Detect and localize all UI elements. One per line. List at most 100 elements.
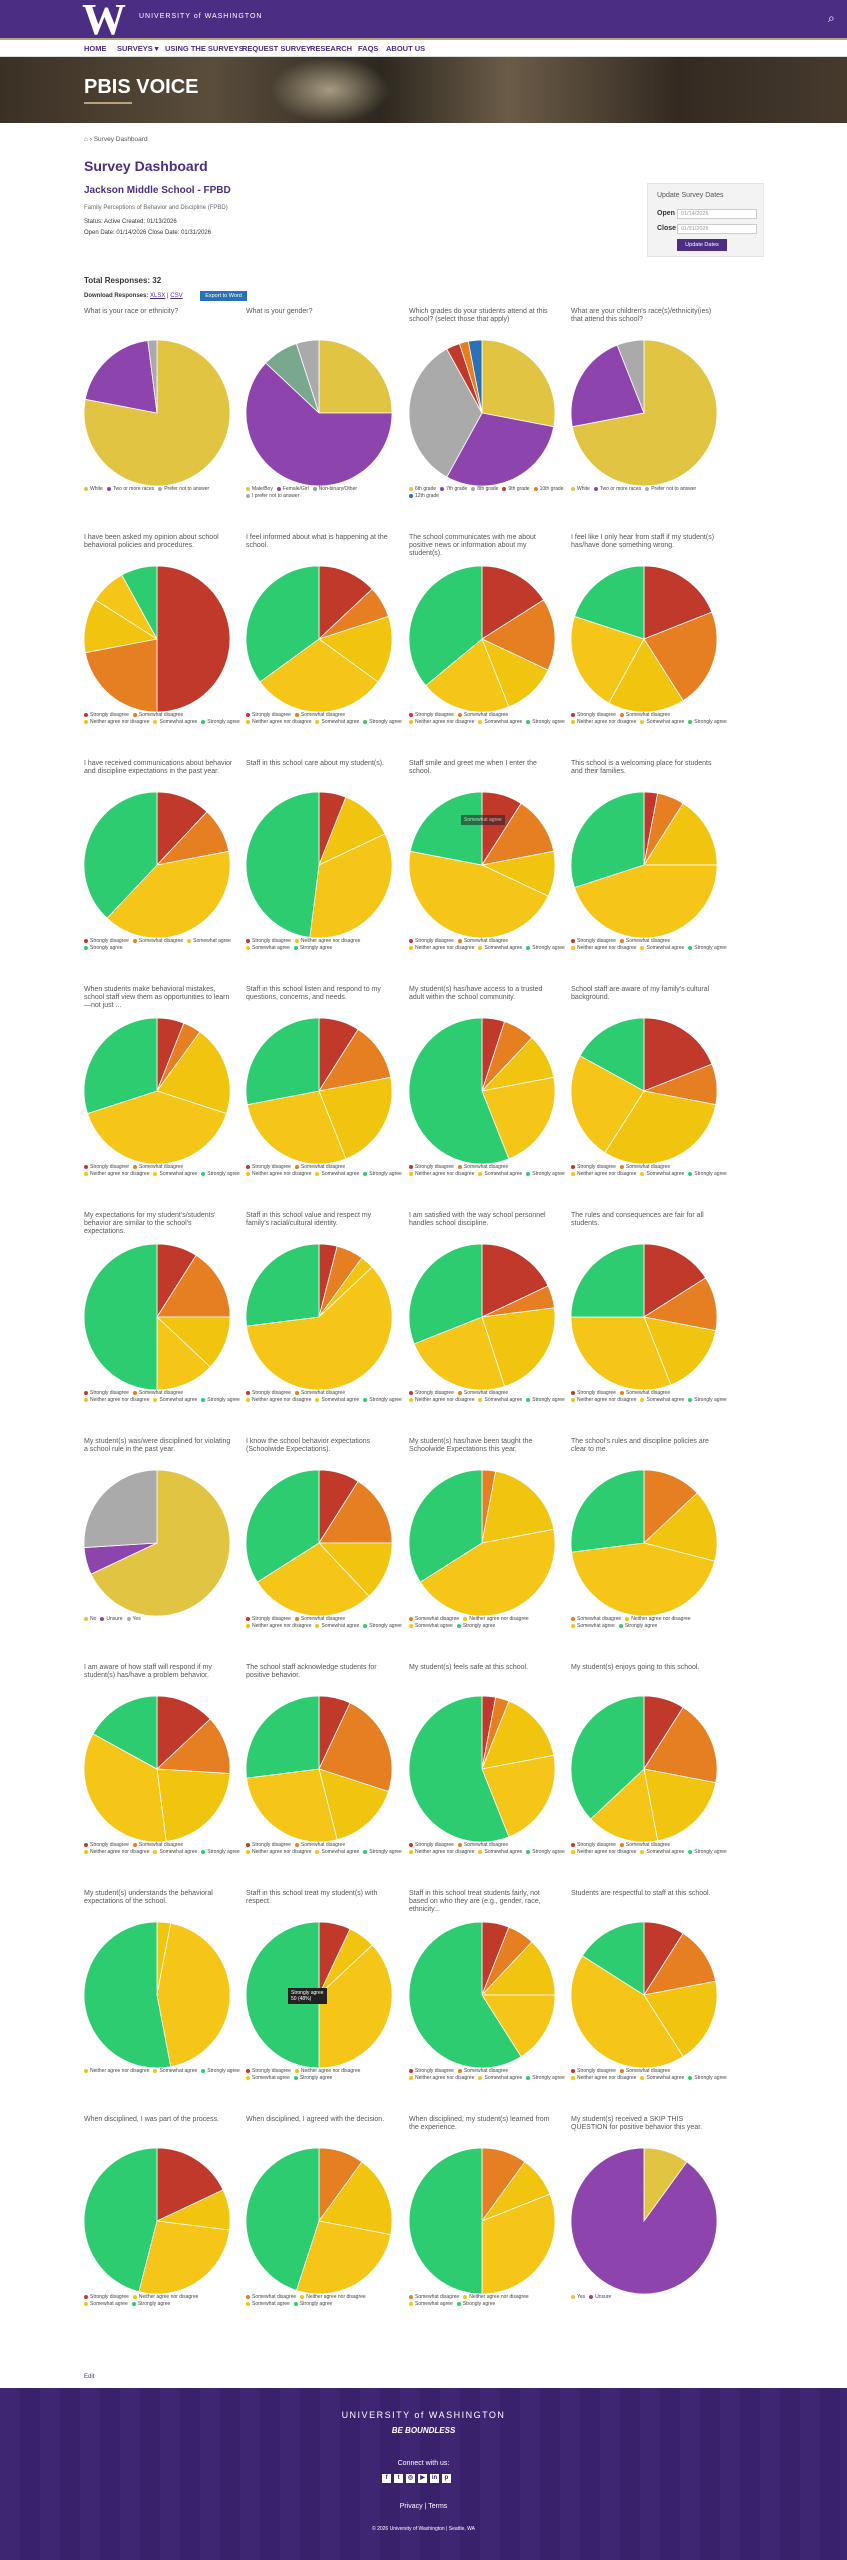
pie-slice[interactable] — [318, 339, 393, 414]
legend-item[interactable]: Somewhat disagree — [571, 1616, 621, 1623]
pie-slice[interactable] — [408, 1921, 522, 2069]
pie-slice[interactable] — [318, 1702, 393, 1793]
pie-slice[interactable] — [481, 565, 545, 640]
pie-slice[interactable] — [245, 1469, 320, 1583]
pie-slice[interactable] — [156, 1031, 231, 1115]
pie-slice[interactable] — [156, 1254, 231, 1318]
legend-item[interactable]: Strongly agree — [526, 1171, 565, 1178]
legend-item[interactable]: Strongly agree — [688, 2075, 727, 2082]
legend-item[interactable]: Neither agree nor disagree — [625, 1616, 691, 1623]
pie-slice[interactable] — [245, 1921, 320, 2069]
legend-item[interactable]: Somewhat disagree — [132, 938, 183, 945]
pie-slice[interactable] — [467, 339, 483, 414]
legend-item[interactable]: Somewhat agree — [640, 1171, 684, 1178]
pie-slice[interactable] — [83, 339, 231, 487]
uw-logo[interactable]: W — [82, 0, 126, 44]
legend-item[interactable]: Neither agree nor disagree — [463, 1616, 529, 1623]
legend-item[interactable]: Somewhat agree — [246, 2301, 290, 2308]
legend-item[interactable]: Somewhat agree — [153, 1171, 197, 1178]
pie-slice[interactable] — [408, 850, 549, 939]
legend-item[interactable]: Strongly agree — [201, 1171, 240, 1178]
pie-chart[interactable] — [569, 2146, 721, 2296]
nav-faqs[interactable]: FAQS — [358, 44, 379, 53]
legend-item[interactable]: Somewhat agree — [478, 1397, 522, 1404]
legend-item[interactable]: Strongly agree — [293, 2301, 332, 2308]
pie-slice[interactable] — [83, 1469, 158, 1549]
legend-item[interactable]: Neither agree nor disagree — [409, 2075, 474, 2082]
legend-item[interactable]: Neither agree nor disagree — [571, 1849, 636, 1856]
facebook-icon[interactable]: f — [382, 2474, 391, 2483]
legend-item[interactable]: Strongly disagree — [84, 2294, 129, 2301]
pie-slice[interactable] — [246, 1090, 347, 1165]
legend-item[interactable]: Somewhat agree — [478, 719, 522, 726]
pie-slice[interactable] — [570, 2147, 718, 2295]
edit-link[interactable]: Edit — [84, 2374, 95, 2380]
legend-item[interactable]: Somewhat disagree — [132, 1842, 183, 1849]
legend-item[interactable]: Somewhat disagree — [409, 2294, 459, 2301]
pie-slice[interactable] — [245, 565, 320, 683]
pie-slice[interactable] — [570, 615, 645, 704]
pie-slice[interactable] — [481, 2193, 556, 2295]
pie-chart[interactable] — [407, 1694, 559, 1844]
pie-chart[interactable] — [407, 338, 559, 488]
pie-slice[interactable] — [83, 1017, 158, 1115]
twitter-icon[interactable]: t — [394, 2474, 403, 2483]
pie-slice[interactable] — [245, 1017, 320, 1106]
pie-slice[interactable] — [570, 1469, 645, 1553]
search-icon[interactable]: ⌕ — [828, 11, 835, 25]
legend-item[interactable]: Somewhat agree — [478, 1849, 522, 1856]
pie-slice[interactable] — [90, 1469, 231, 1617]
legend-item[interactable]: Strongly disagree — [571, 2068, 616, 2075]
legend-item[interactable]: Neither agree nor disagree — [571, 719, 636, 726]
legend-item[interactable]: Neither agree nor disagree — [84, 1849, 149, 1856]
legend-item[interactable]: Somewhat agree — [640, 2075, 684, 2082]
pie-slice[interactable] — [156, 1316, 211, 1391]
legend-item[interactable]: Unsure — [100, 1616, 123, 1623]
legend-item[interactable]: Two or more races — [106, 486, 154, 493]
pie-slice[interactable] — [156, 565, 231, 713]
legend-item[interactable]: Neither agree nor disagree — [571, 1397, 636, 1404]
legend-item[interactable]: Strongly agree — [688, 1397, 727, 1404]
pie-slice[interactable] — [83, 1733, 167, 1843]
pie-chart[interactable] — [244, 564, 396, 714]
pie-slice[interactable] — [570, 1243, 645, 1318]
pie-slice[interactable] — [590, 1768, 659, 1843]
pie-slice[interactable] — [608, 638, 684, 713]
pie-slice[interactable] — [408, 565, 483, 687]
legend-item[interactable]: Strongly disagree — [409, 1842, 454, 1849]
nav-home[interactable]: HOME — [84, 44, 107, 53]
pie-chart[interactable] — [244, 1920, 396, 2070]
pie-slice[interactable] — [481, 599, 556, 671]
legend-item[interactable]: Somewhat agree — [409, 2301, 453, 2308]
legend-item[interactable]: Neither agree nor disagree — [300, 2294, 366, 2301]
pie-slice[interactable] — [579, 1017, 645, 1092]
legend-item[interactable]: Somewhat disagree — [132, 1164, 183, 1171]
update-dates-button[interactable]: Update Dates — [677, 239, 727, 251]
legend-item[interactable]: Neither agree nor disagree — [246, 1171, 311, 1178]
legend-item[interactable]: Somewhat disagree — [409, 1616, 459, 1623]
legend-item[interactable]: Somewhat disagree — [457, 938, 508, 945]
pie-chart[interactable] — [244, 2146, 396, 2296]
pie-slice[interactable] — [643, 611, 718, 702]
legend-item[interactable]: Somewhat agree — [640, 1397, 684, 1404]
legend-item[interactable]: Somewhat disagree — [294, 1164, 345, 1171]
legend-item[interactable]: Strongly agree — [526, 2075, 565, 2082]
pie-slice[interactable] — [87, 1090, 227, 1165]
legend-item[interactable]: Strongly agree — [688, 945, 727, 952]
pie-slice[interactable] — [481, 1076, 556, 1160]
pie-slice[interactable] — [481, 1941, 556, 1996]
legend-item[interactable]: Somewhat agree — [409, 1623, 453, 1630]
pie-chart[interactable] — [82, 790, 234, 940]
legend-item[interactable]: Female/Girl — [276, 486, 309, 493]
pie-slice[interactable] — [481, 1994, 556, 2058]
legend-item[interactable]: Strongly disagree — [409, 1390, 454, 1397]
legend-item[interactable]: Strongly disagree — [409, 938, 454, 945]
pie-slice[interactable] — [571, 1542, 716, 1617]
legend-item[interactable]: Neither agree nor disagree — [571, 2075, 636, 2082]
legend-item[interactable]: Neither agree nor disagree — [409, 945, 474, 952]
legend-item[interactable]: Neither agree nor disagree — [84, 1171, 149, 1178]
legend-item[interactable]: Somewhat agree — [640, 719, 684, 726]
legend-item[interactable]: Somewhat disagree — [294, 712, 345, 719]
pie-slice[interactable] — [570, 1955, 684, 2069]
legend-item[interactable]: Strongly agree — [526, 945, 565, 952]
